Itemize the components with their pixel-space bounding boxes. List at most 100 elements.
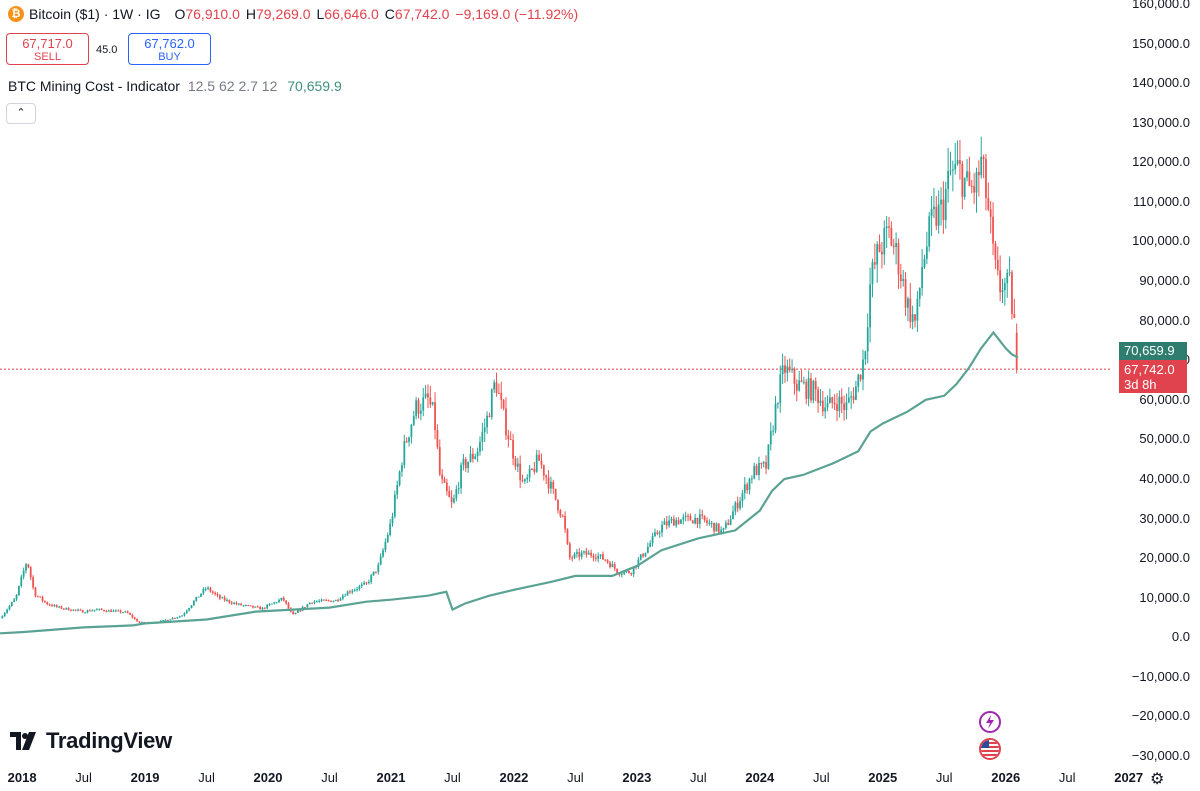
settings-gear-icon[interactable]: ⚙: [1150, 771, 1165, 788]
candle-body: [287, 603, 290, 609]
candle-body: [888, 226, 890, 228]
price-tick-label: 50,000.0: [1139, 431, 1190, 447]
price-tick-label: −20,000.0: [1131, 708, 1190, 724]
candle-body: [367, 582, 370, 584]
time-tick-label: 2025: [868, 770, 898, 785]
candle-body: [431, 402, 434, 405]
buy-label: BUY: [158, 51, 181, 63]
candle-body: [34, 587, 37, 597]
candle-body: [370, 575, 373, 583]
candle-body: [412, 416, 415, 425]
candle-body: [992, 216, 994, 244]
candle-body: [694, 517, 697, 524]
candle-body: [755, 465, 758, 476]
candle-body: [349, 591, 351, 593]
candle-body: [25, 564, 27, 571]
candle-body: [651, 536, 654, 544]
tradingview-logo[interactable]: TradingView: [10, 728, 172, 754]
candle-body: [275, 602, 278, 604]
candle-body: [734, 502, 737, 512]
candle-body: [977, 171, 980, 176]
candle-body: [547, 477, 550, 489]
candle-body: [230, 602, 233, 604]
candle-body: [765, 462, 767, 469]
lightning-event-icon[interactable]: [979, 711, 1001, 733]
candle-body: [807, 378, 810, 399]
candle-body: [914, 314, 916, 321]
candle-body: [408, 437, 410, 442]
candle-body: [384, 541, 387, 551]
candle-body: [550, 481, 552, 489]
candle-body: [22, 570, 25, 577]
candle-body: [242, 605, 245, 607]
lightning-icon: [986, 715, 994, 729]
candle-body: [249, 605, 252, 607]
candle-body: [840, 396, 843, 404]
candle-body: [105, 610, 108, 612]
candle-body: [682, 516, 685, 520]
candle-body: [949, 170, 952, 172]
candle-body: [174, 617, 176, 619]
candle-body: [214, 592, 217, 595]
sell-button[interactable]: 67,717.0 SELL: [6, 33, 89, 65]
candle-body: [48, 604, 51, 606]
candle-body: [79, 609, 82, 611]
candle-body: [644, 552, 647, 557]
candle-body: [379, 556, 382, 565]
us-flag-event-icon[interactable]: [979, 738, 1001, 760]
candle-body: [717, 523, 720, 533]
time-tick-label: Jul: [444, 770, 461, 785]
candle-body: [117, 610, 120, 612]
candle-body: [185, 610, 188, 614]
candle-body: [897, 243, 900, 275]
candle-body: [126, 611, 129, 613]
candle-body: [599, 554, 602, 556]
spread-value: 45.0: [96, 44, 118, 56]
candle-body: [100, 608, 103, 610]
candle-body: [202, 589, 205, 594]
price-tick-label: 160,000.0: [1132, 0, 1190, 11]
candle-body: [332, 601, 335, 603]
candle-body: [138, 621, 141, 623]
candle-body: [396, 484, 399, 495]
candle-body: [405, 441, 408, 443]
indicator-legend[interactable]: BTC Mining Cost - Indicator 12.5 62 2.7 …: [8, 78, 342, 94]
candle-body: [866, 327, 869, 352]
candle-body: [942, 199, 945, 221]
candle-body: [656, 532, 659, 534]
buy-button[interactable]: 67,762.0 BUY: [128, 33, 211, 65]
candle-body: [514, 458, 517, 467]
candle-body: [299, 610, 302, 612]
candle-body: [784, 365, 786, 373]
candle-body: [448, 491, 451, 498]
candle-body: [124, 611, 127, 613]
candle-body: [576, 552, 578, 554]
candle-body: [341, 595, 344, 599]
candle-body: [65, 607, 68, 609]
price-tick-label: 10,000.0: [1139, 589, 1190, 605]
candle-body: [313, 601, 316, 604]
candle-body: [497, 392, 500, 394]
candle-body: [327, 600, 330, 602]
time-tick-label: Jul: [75, 770, 92, 785]
candle-body: [788, 366, 791, 371]
mining-cost-line: [0, 330, 1019, 635]
collapse-legend-button[interactable]: ⌃: [6, 103, 36, 124]
candle-body: [930, 209, 933, 217]
candle-body: [77, 609, 79, 611]
candle-body: [753, 465, 756, 479]
candle-body: [188, 608, 191, 611]
candle-body: [786, 366, 789, 373]
close-key: C: [384, 6, 395, 22]
candle-body: [256, 606, 259, 608]
candle-body: [429, 397, 432, 405]
time-tick-label: Jul: [321, 770, 338, 785]
symbol-title[interactable]: Bitcoin ($1) · 1W · IG: [29, 6, 161, 22]
candle-body: [450, 497, 453, 503]
time-tick-label: Jul: [690, 770, 707, 785]
candle-body: [41, 596, 44, 601]
candle-body: [372, 571, 375, 576]
candle-body: [970, 185, 973, 187]
candle-body: [200, 593, 202, 597]
